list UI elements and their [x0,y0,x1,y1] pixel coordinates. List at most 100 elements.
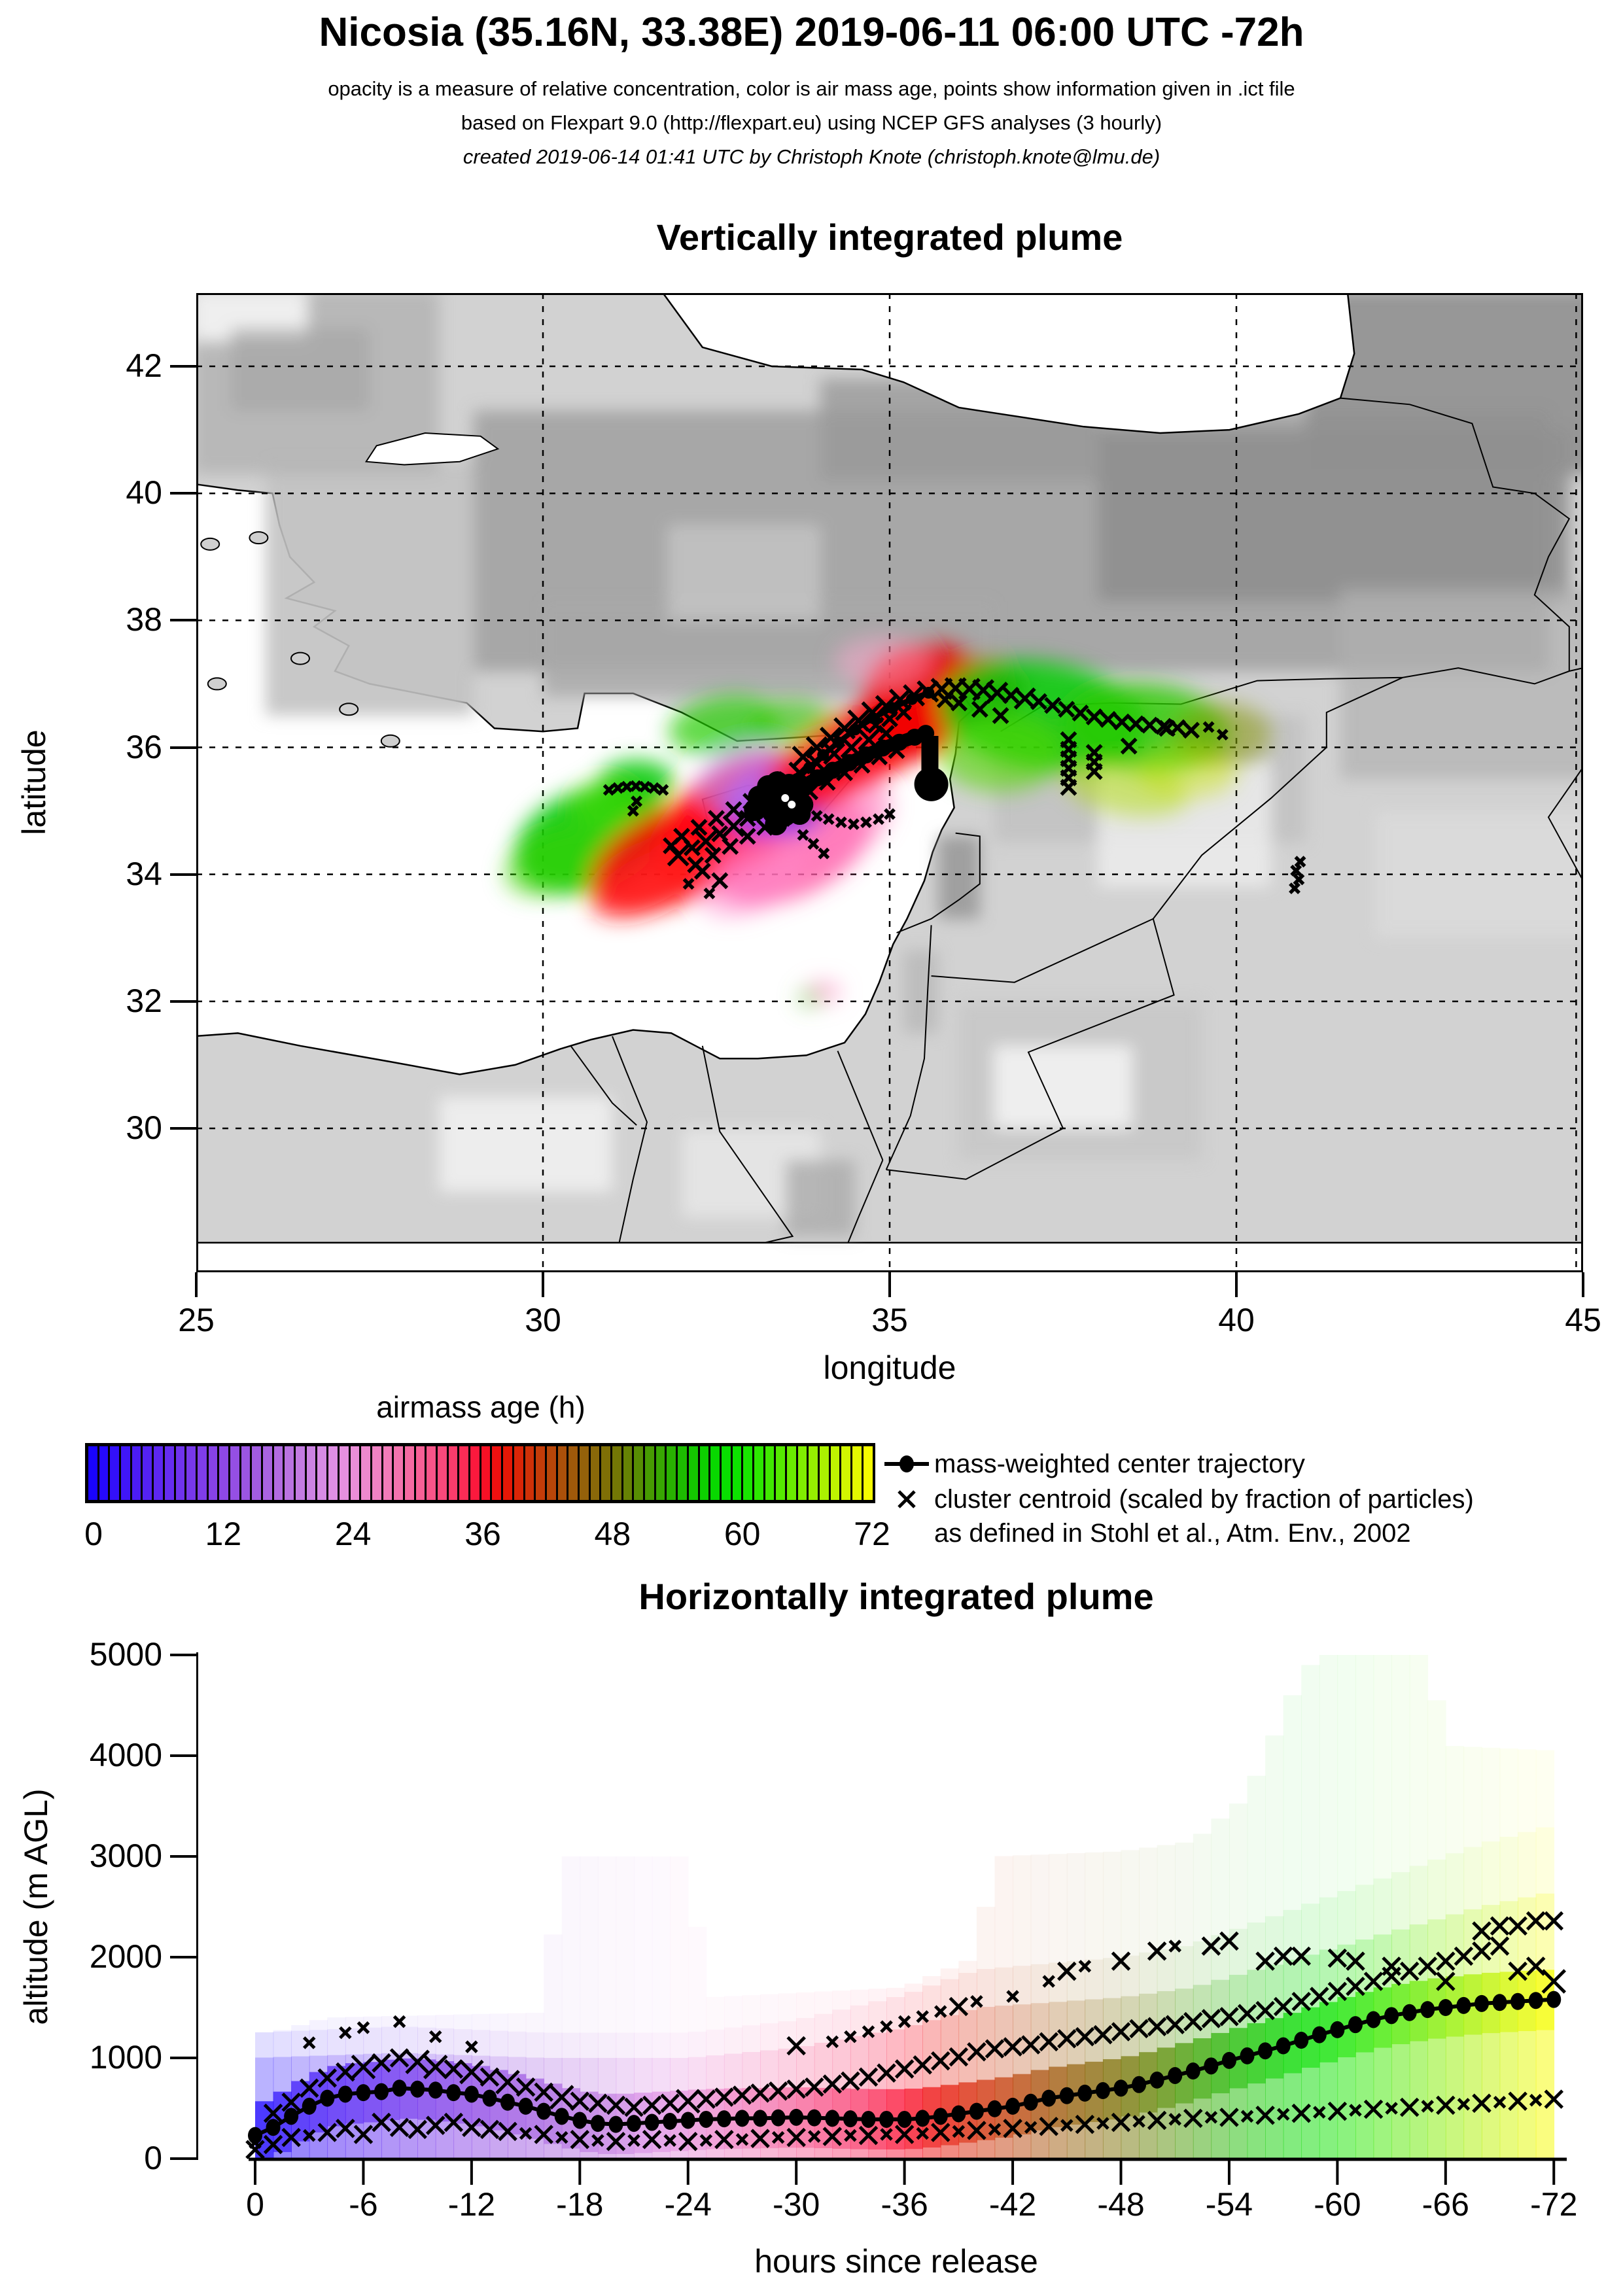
colorbar-cell [438,1446,449,1500]
profile-ylabel: altitude (m AGL) [18,1788,54,2025]
legend-item-reference: as defined in Stohl et al., Atm. Env., 2… [934,1519,1411,1548]
colorbar-cell [143,1446,154,1500]
colorbar-cell [197,1446,209,1500]
colorbar-cell [797,1446,809,1500]
profile-xlabel: hours since release [754,2243,1038,2280]
colorbar-tick-label: 36 [464,1516,501,1552]
colorbar-cell [514,1446,525,1500]
colorbar-cell [219,1446,230,1500]
colorbar-cell [481,1446,493,1500]
colorbar-cell [252,1446,263,1500]
map-y-tick-label: 38 [126,601,162,638]
colorbar-cell [296,1446,307,1500]
colorbar-cell [787,1446,798,1500]
profile-x-tick-label: 0 [246,2186,264,2223]
map-y-tick-label: 30 [126,1109,162,1146]
map-plot [196,293,1583,1272]
profile-plot-title: Horizontally integrated plume [638,1576,1154,1617]
colorbar-cell [110,1446,122,1500]
profile-x-tick-label: -18 [556,2186,604,2223]
colorbar-cell [699,1446,711,1500]
colorbar-cell [372,1446,383,1500]
profile-y-tick [170,1654,196,1656]
map-y-tick-label: 32 [126,982,162,1019]
profile-y-tick [170,1754,196,1757]
map-y-tick [170,365,196,368]
colorbar-tick-label: 60 [724,1516,761,1552]
map-x-tick-label: 30 [525,1302,561,1338]
colorbar-cell [361,1446,372,1500]
colorbar-cell [655,1446,667,1500]
colorbar-cell [459,1446,471,1500]
profile-y-tick-label: 5000 [89,1636,162,1673]
colorbar-cell [175,1446,187,1500]
airmass-age-colorbar [85,1443,875,1503]
release-knot-dot [788,803,811,826]
legend-item-trajectory: mass-weighted center trajectory [934,1450,1305,1478]
map-y-tick-label: 34 [126,855,162,892]
colorbar-cell [863,1446,873,1500]
colorbar-cell [754,1446,765,1500]
map-y-tick-label: 40 [126,474,162,512]
colorbar-cell [525,1446,536,1500]
map-trajectory-branch [784,690,930,793]
profile-y-tick-label: 1000 [89,2039,162,2076]
colorbar-cell [492,1446,504,1500]
colorbar-cell [328,1446,340,1500]
profile-x-tick-label: -12 [447,2186,495,2223]
colorbar-cell [546,1446,558,1500]
colorbar-cell [667,1446,678,1500]
colorbar-cell [350,1446,362,1500]
colorbar-cell [568,1446,580,1500]
map-x-tick [888,1272,891,1297]
release-knot-dot [778,774,801,797]
profile-y-tick [170,1855,196,1858]
map-y-tick-label: 42 [126,347,162,385]
profile-y-tick-label: 0 [144,2140,162,2176]
profile-x-tick-label: -24 [664,2186,712,2223]
profile-heatmap-columns [255,1655,1555,2159]
release-knot-dot [765,813,788,836]
colorbar-cell [317,1446,329,1500]
colorbar-cell [503,1446,514,1500]
profile-x-tick-label: -42 [988,2186,1037,2223]
colorbar-cell [688,1446,700,1500]
colorbar-cell [820,1446,831,1500]
colorbar-tick-label: 12 [205,1516,242,1552]
colorbar-cell [623,1446,635,1500]
colorbar-tick-label: 72 [854,1516,890,1552]
colorbar-cell [557,1446,569,1500]
colorbar-cell [470,1446,481,1500]
profile-y-tick-label: 2000 [89,1938,162,1975]
colorbar-cell [273,1446,285,1500]
colorbar-cell [448,1446,460,1500]
profile-x-tick-label: -72 [1530,2186,1578,2223]
colorbar-cell [394,1446,405,1500]
map-x-tick [542,1272,544,1297]
colorbar-cell [536,1446,547,1500]
trajectory-legend-icon [884,1455,929,1472]
colorbar-cell [776,1446,787,1500]
colorbar-title: airmass age (h) [376,1390,585,1424]
map-plot-title: Vertically integrated plume [656,217,1123,258]
colorbar-cell [415,1446,427,1500]
map-ylabel: latitude [16,729,52,835]
map-x-tick-label: 25 [178,1302,215,1338]
colorbar-cell [427,1446,438,1500]
map-x-tick-label: 35 [871,1302,908,1338]
map-y-tick [170,619,196,622]
colorbar-cell [131,1446,143,1500]
colorbar-cell [99,1446,111,1500]
legend-item-cluster: cluster centroid (scaled by fraction of … [934,1485,1474,1514]
map-y-tick [170,873,196,876]
colorbar-cell [590,1446,602,1500]
map-x-tick [1582,1272,1584,1297]
colorbar-cell [241,1446,253,1500]
colorbar-cell [743,1446,754,1500]
map-xlabel: longitude [823,1349,956,1386]
subtitle-model-note: based on Flexpart 9.0 (http://flexpart.e… [461,111,1162,134]
profile-x-tick-label: -36 [881,2186,928,2223]
profile-x-tick-label: -54 [1205,2186,1253,2223]
colorbar-cell [186,1446,198,1500]
